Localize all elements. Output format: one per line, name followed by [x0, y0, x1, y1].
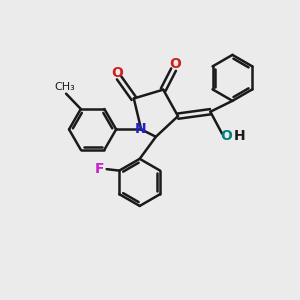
Text: O: O — [169, 57, 181, 71]
Text: CH₃: CH₃ — [54, 82, 75, 92]
Text: O: O — [220, 129, 232, 143]
Text: N: N — [134, 122, 146, 136]
Text: H: H — [233, 129, 245, 143]
Text: O: O — [112, 66, 124, 80]
Text: F: F — [95, 162, 105, 176]
